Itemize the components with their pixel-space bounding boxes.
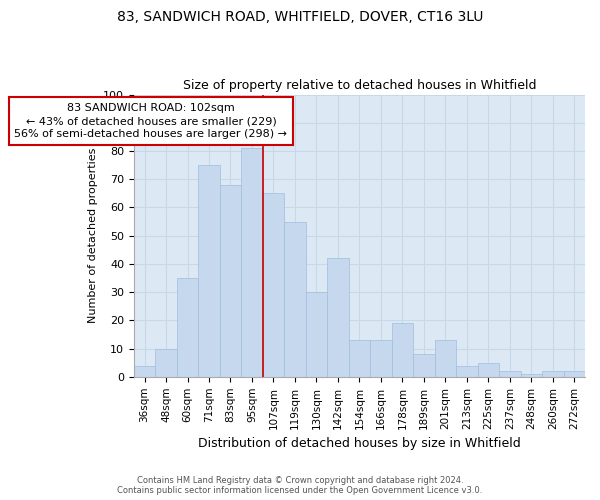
Bar [155,348,177,377]
Text: 83, SANDWICH ROAD, WHITFIELD, DOVER, CT16 3LU: 83, SANDWICH ROAD, WHITFIELD, DOVER, CT1… [117,10,483,24]
Text: 83 SANDWICH ROAD: 102sqm
← 43% of detached houses are smaller (229)
56% of semi-: 83 SANDWICH ROAD: 102sqm ← 43% of detach… [14,103,287,140]
Bar [392,323,413,377]
Bar [413,354,434,377]
Bar [177,278,198,377]
Bar [241,148,263,377]
Bar [263,194,284,377]
Bar [499,371,521,377]
Bar [521,374,542,377]
Bar [478,362,499,377]
Text: Contains HM Land Registry data © Crown copyright and database right 2024.
Contai: Contains HM Land Registry data © Crown c… [118,476,482,495]
Bar [434,340,456,377]
Y-axis label: Number of detached properties: Number of detached properties [88,148,98,324]
Bar [134,366,155,377]
Bar [327,258,349,377]
Bar [456,366,478,377]
Bar [220,185,241,377]
Bar [305,292,327,377]
Bar [563,371,585,377]
X-axis label: Distribution of detached houses by size in Whitfield: Distribution of detached houses by size … [198,437,521,450]
Bar [542,371,563,377]
Bar [284,222,305,377]
Bar [370,340,392,377]
Bar [349,340,370,377]
Bar [198,165,220,377]
Title: Size of property relative to detached houses in Whitfield: Size of property relative to detached ho… [182,79,536,92]
